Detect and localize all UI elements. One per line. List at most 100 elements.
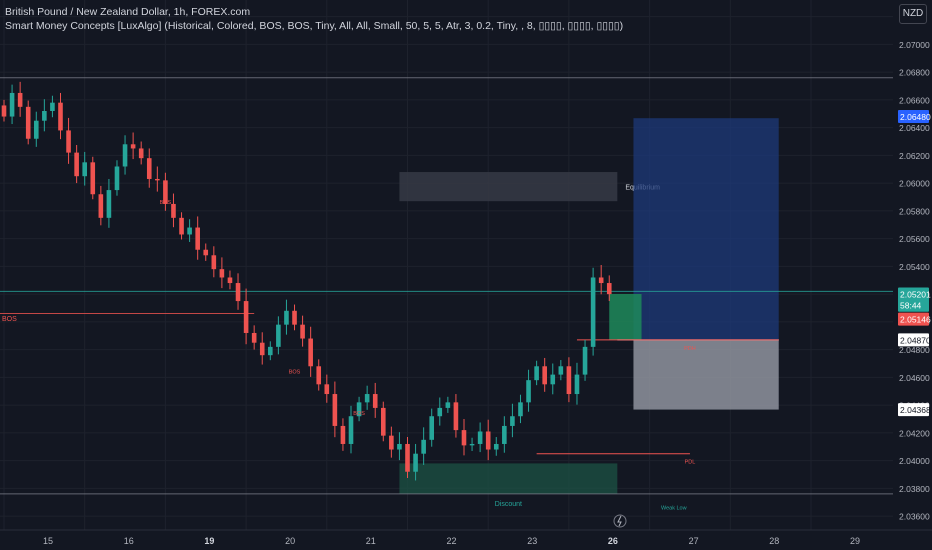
candle-body[interactable] — [82, 162, 87, 177]
replay-icon[interactable] — [613, 514, 627, 528]
candle-body[interactable] — [268, 346, 273, 356]
candle-body[interactable] — [163, 180, 168, 204]
time-tick-label: 23 — [527, 536, 537, 546]
candle-body[interactable] — [9, 92, 15, 117]
candle-body[interactable] — [493, 443, 499, 450]
price-badge-label: 2.04368 — [900, 405, 931, 415]
candle-body[interactable] — [195, 227, 200, 250]
candle-body[interactable] — [502, 425, 507, 444]
candle-body[interactable] — [477, 431, 483, 444]
candle-body[interactable] — [453, 402, 459, 431]
candle-body[interactable] — [316, 366, 322, 385]
candle-body[interactable] — [155, 178, 160, 181]
candle-body[interactable] — [598, 277, 604, 284]
candle-body[interactable] — [42, 110, 47, 121]
candle-body[interactable] — [389, 435, 394, 450]
candle-body[interactable] — [300, 324, 305, 339]
price-badge — [898, 312, 929, 326]
candle-body[interactable] — [74, 152, 79, 177]
candle-body[interactable] — [526, 380, 531, 403]
discount-zone[interactable] — [399, 463, 618, 494]
candle-body[interactable] — [114, 166, 120, 191]
stop-zone[interactable] — [633, 339, 779, 410]
candle-body[interactable] — [340, 425, 346, 444]
symbol-title[interactable]: British Pound / New Zealand Dollar, 1h, … — [5, 6, 251, 18]
candle-body[interactable] — [219, 269, 225, 278]
candle-body[interactable] — [251, 332, 257, 343]
price-tick-label: 2.06800 — [899, 68, 930, 78]
candle-body[interactable] — [138, 148, 144, 159]
candle-body[interactable] — [90, 162, 96, 195]
candle-body[interactable] — [66, 130, 71, 153]
candle-body[interactable] — [17, 92, 23, 107]
candle-body[interactable] — [445, 402, 451, 408]
candle-body[interactable] — [542, 366, 547, 385]
candle-body[interactable] — [308, 338, 313, 367]
candle-body[interactable] — [235, 283, 241, 302]
price-tick-label: 2.04600 — [899, 373, 930, 383]
indicator-title[interactable]: Smart Money Concepts [LuxAlgo] (Historic… — [5, 20, 624, 32]
candle-body[interactable] — [413, 453, 418, 472]
candle-body[interactable] — [292, 310, 297, 325]
target-zone[interactable] — [633, 118, 779, 340]
candle-body[interactable] — [348, 416, 354, 444]
structure-label: BOS — [160, 200, 172, 206]
candle-body[interactable] — [485, 431, 491, 450]
price-tick-label: 2.04200 — [899, 428, 930, 438]
candle-body[interactable] — [590, 277, 596, 347]
candle-body[interactable] — [187, 227, 192, 235]
candle-body[interactable] — [130, 144, 136, 149]
candle-body[interactable] — [469, 443, 475, 446]
structure-label: BOS — [2, 316, 17, 323]
candle-body[interactable] — [574, 374, 580, 395]
candle-body[interactable] — [324, 384, 330, 395]
candle-body[interactable] — [566, 366, 572, 395]
candle-body[interactable] — [276, 324, 281, 347]
candle-body[interactable] — [429, 416, 435, 440]
candle-body[interactable] — [397, 443, 402, 450]
entry-box[interactable] — [609, 293, 642, 340]
price-tick-label: 2.03600 — [899, 512, 930, 522]
candle-body[interactable] — [558, 366, 564, 375]
candle-body[interactable] — [510, 416, 515, 426]
candle-body[interactable] — [259, 342, 265, 356]
candle-body[interactable] — [582, 346, 588, 375]
candle-body[interactable] — [50, 102, 55, 111]
candle-body[interactable] — [122, 144, 128, 167]
candle-body[interactable] — [606, 283, 612, 295]
candle-body[interactable] — [372, 394, 378, 408]
candle-body[interactable] — [211, 255, 217, 270]
candle-body[interactable] — [421, 439, 426, 454]
candle-body[interactable] — [437, 407, 443, 417]
candle-body[interactable] — [25, 106, 31, 139]
candle-body[interactable] — [284, 310, 289, 325]
candle-body[interactable] — [98, 194, 104, 218]
time-tick-label: 20 — [285, 536, 295, 546]
candle-body[interactable] — [33, 120, 39, 139]
candle-body[interactable] — [405, 443, 410, 472]
candle-body[interactable] — [534, 366, 539, 381]
candle-body[interactable] — [550, 374, 556, 385]
candle-body[interactable] — [179, 217, 184, 235]
candle-body[interactable] — [380, 407, 386, 436]
candle-body[interactable] — [106, 190, 112, 218]
candle-body[interactable] — [332, 394, 338, 426]
candle-body[interactable] — [203, 249, 209, 256]
time-tick-label: 22 — [446, 536, 456, 546]
candle-body[interactable] — [58, 102, 63, 131]
price-tick-label: 2.05400 — [899, 262, 930, 272]
price-badge — [898, 110, 929, 124]
candle-body[interactable] — [518, 402, 523, 417]
currency-button[interactable]: NZD — [899, 4, 927, 24]
candle-body[interactable] — [227, 277, 233, 284]
candle-body[interactable] — [243, 301, 249, 333]
equilibrium-zone[interactable] — [399, 172, 618, 202]
price-axis-panel — [893, 0, 932, 550]
candle-body[interactable] — [146, 158, 152, 179]
candle-body[interactable] — [356, 402, 362, 417]
candle-body[interactable] — [364, 394, 370, 403]
candle-body[interactable] — [461, 430, 467, 446]
candle-body[interactable] — [1, 105, 7, 117]
candle-body[interactable] — [171, 203, 176, 218]
